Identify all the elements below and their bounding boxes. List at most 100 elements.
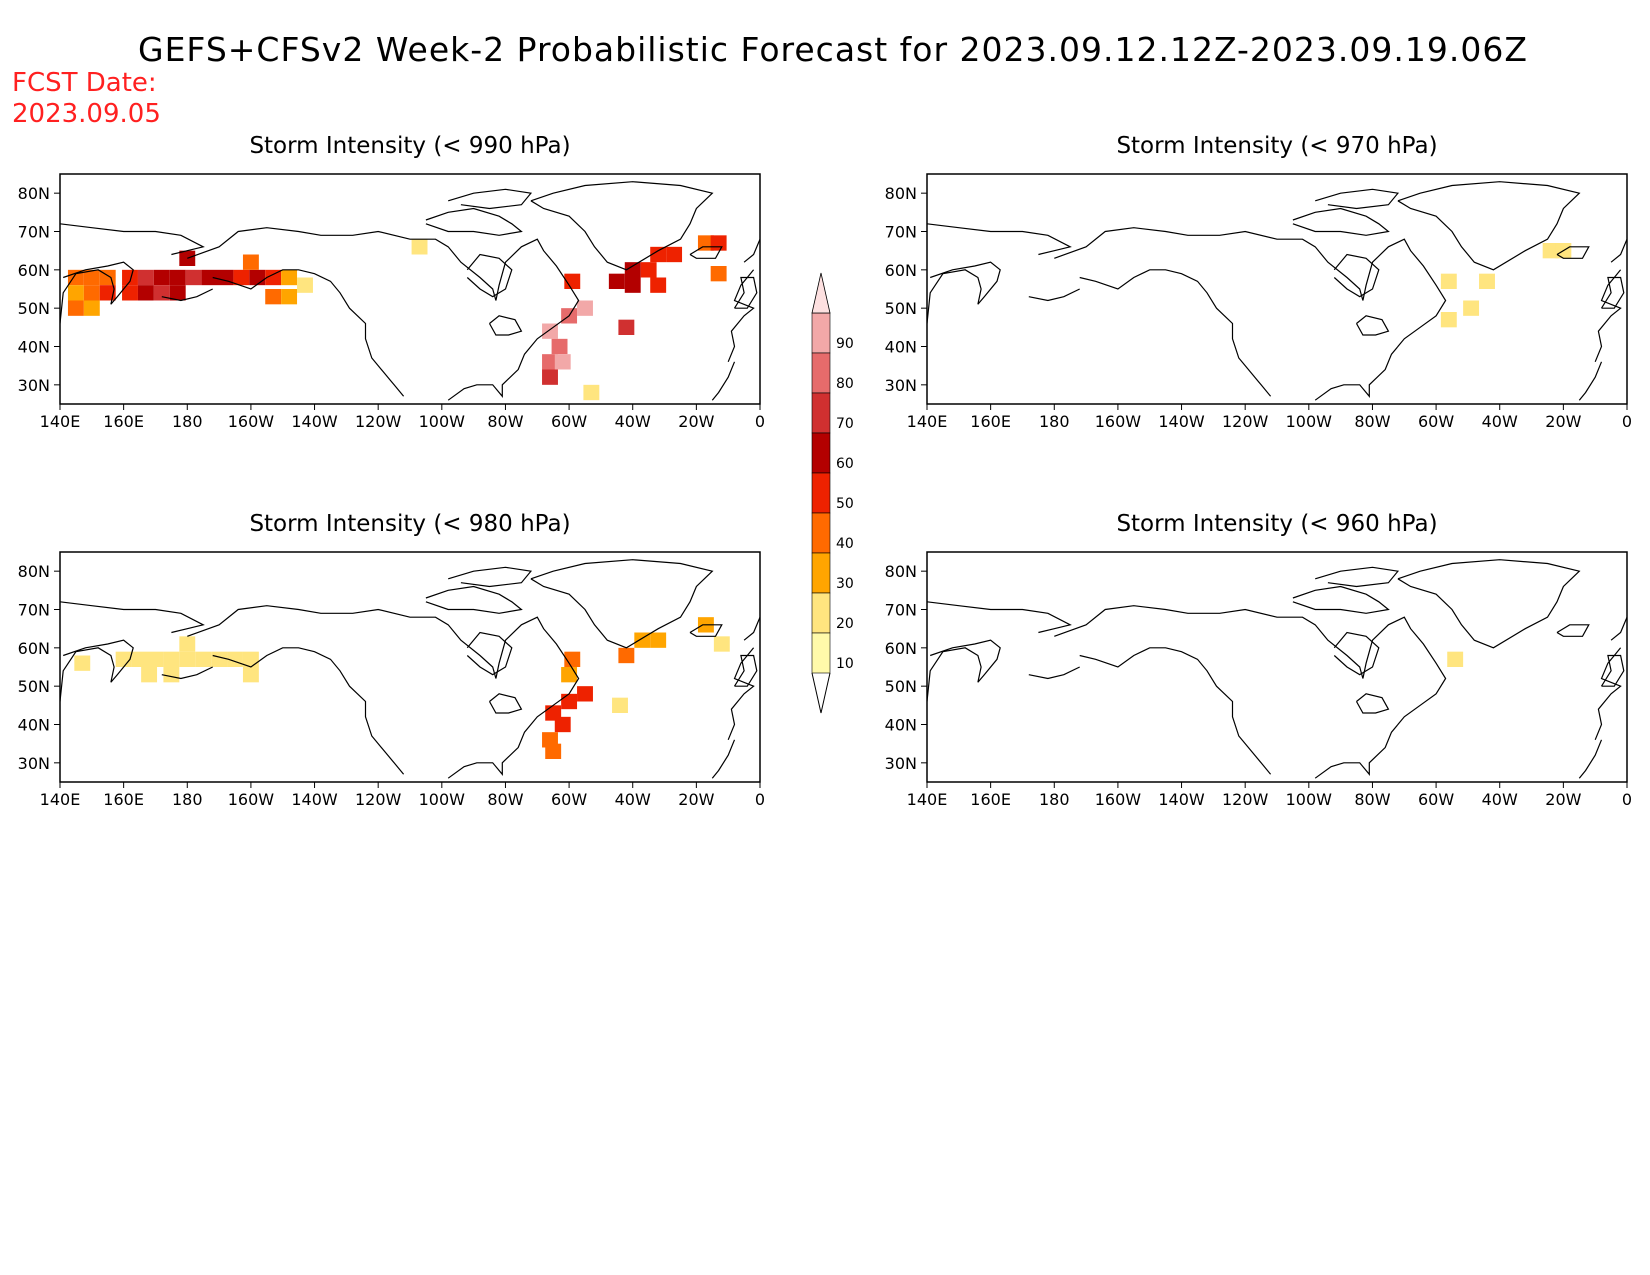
y-tick-label: 80N (18, 184, 50, 203)
map-frame (926, 551, 1628, 783)
y-tick-label: 30N (18, 376, 50, 395)
y-tick-label: 80N (18, 562, 50, 581)
y-tick-label: 50N (885, 299, 917, 318)
coastline (1578, 361, 1603, 401)
colorbar-tick-label: 80 (836, 376, 854, 392)
coastline (1556, 246, 1590, 259)
coastline (212, 269, 405, 397)
coastline (689, 246, 723, 259)
y-tick-label: 30N (885, 754, 917, 773)
probability-cell (564, 273, 581, 289)
colorbar-segment (811, 592, 831, 634)
map-area (60, 559, 760, 779)
x-tick-label: 20W (1545, 790, 1581, 809)
x-tick-label: 180 (1039, 412, 1070, 431)
x-tick-label: 160W (1095, 790, 1142, 809)
coastline (1315, 188, 1400, 210)
probability-cell (281, 269, 298, 286)
x-tick-label: 120W (355, 412, 402, 431)
probability-cell (169, 269, 186, 286)
probability-cell (666, 246, 683, 263)
coastline (448, 566, 533, 588)
y-tick-label: 30N (885, 376, 917, 395)
coastline (466, 631, 513, 676)
x-tick-label: 160E (103, 790, 144, 809)
probability-cell (137, 269, 154, 286)
x-tick-label: 20W (1545, 412, 1581, 431)
x-tick-label: 120W (1222, 790, 1269, 809)
map-frame (926, 173, 1628, 405)
probability-cell (1440, 273, 1457, 289)
probability-cell (169, 285, 186, 301)
probability-cell (624, 262, 641, 278)
x-tick-label: 160E (970, 412, 1011, 431)
coastline (60, 261, 134, 324)
coastline (927, 639, 1001, 702)
coastline (425, 207, 523, 236)
panel-title: Storm Intensity (< 990 hPa) (249, 133, 570, 159)
coastline (1594, 269, 1622, 363)
y-tick-label: 50N (18, 299, 50, 318)
probability-cell (297, 277, 313, 293)
y-tick-label: 50N (885, 677, 917, 696)
y-tick-label: 40N (885, 338, 917, 357)
coastline (1610, 238, 1627, 263)
x-tick-label: 140W (291, 412, 338, 431)
probability-cell (618, 319, 635, 335)
main-title: GEFS+CFSv2 Week-2 Probabilistic Forecast… (138, 30, 1528, 69)
x-tick-label: 60W (1418, 412, 1454, 431)
coastline (161, 288, 213, 302)
probability-cell (1440, 312, 1457, 328)
panel-970-hpa: Storm Intensity (< 970 hPa) 140E 160E 180 16… (885, 133, 1632, 431)
probability-cell (122, 269, 138, 286)
y-tick-label: 60N (885, 261, 917, 280)
y-tick-label: 70N (885, 223, 917, 242)
x-tick-label: 40W (1482, 790, 1518, 809)
probability-cell (122, 285, 138, 301)
x-tick-label: 100W (419, 790, 466, 809)
y-tick-label: 60N (18, 639, 50, 658)
probability-cell (67, 269, 84, 286)
probability-cell (551, 338, 568, 355)
coastline (425, 585, 523, 614)
x-tick-label: 140W (1158, 790, 1205, 809)
probability-cell (1479, 273, 1495, 289)
y-tick-label: 60N (18, 261, 50, 280)
x-tick-label: 140W (291, 790, 338, 809)
map-area (927, 181, 1627, 401)
probability-cell (1542, 243, 1559, 259)
probability-cell (650, 277, 667, 293)
fcst-date-label: FCST Date: (12, 68, 157, 98)
x-tick-label: 120W (1222, 412, 1269, 431)
coastline (733, 276, 758, 309)
colorbar-tick-label: 10 (836, 656, 854, 672)
x-tick-label: 140E (40, 412, 81, 431)
probability-cell (281, 289, 298, 305)
fcst-date-value: 2023.09.05 (12, 99, 161, 129)
probability-cell (242, 667, 259, 683)
probability-cell (211, 651, 228, 667)
colorbar-segment (811, 312, 831, 354)
probability-cell (147, 651, 164, 667)
probability-cell (67, 285, 84, 301)
coastline (1578, 739, 1603, 779)
probability-cell (67, 300, 84, 316)
x-tick-label: 80W (487, 412, 523, 431)
map-frame (59, 173, 761, 405)
coastline (927, 261, 1001, 324)
probability-cell (195, 651, 212, 667)
coastline (927, 601, 1072, 634)
coastline (1397, 559, 1581, 649)
coastline (60, 601, 205, 634)
x-tick-label: 180 (1039, 790, 1070, 809)
probability-cell (710, 266, 727, 282)
probability-cell (163, 667, 180, 683)
probability-cell (411, 239, 428, 255)
colorbar-tick-label: 20 (836, 616, 854, 632)
probability-colorbar: 10 20 30 40 50 60 70 80 90 (811, 272, 854, 714)
probability-cell (612, 697, 628, 713)
probability-cell (618, 647, 635, 664)
probability-cell (242, 651, 259, 667)
probability-cell (710, 235, 727, 251)
